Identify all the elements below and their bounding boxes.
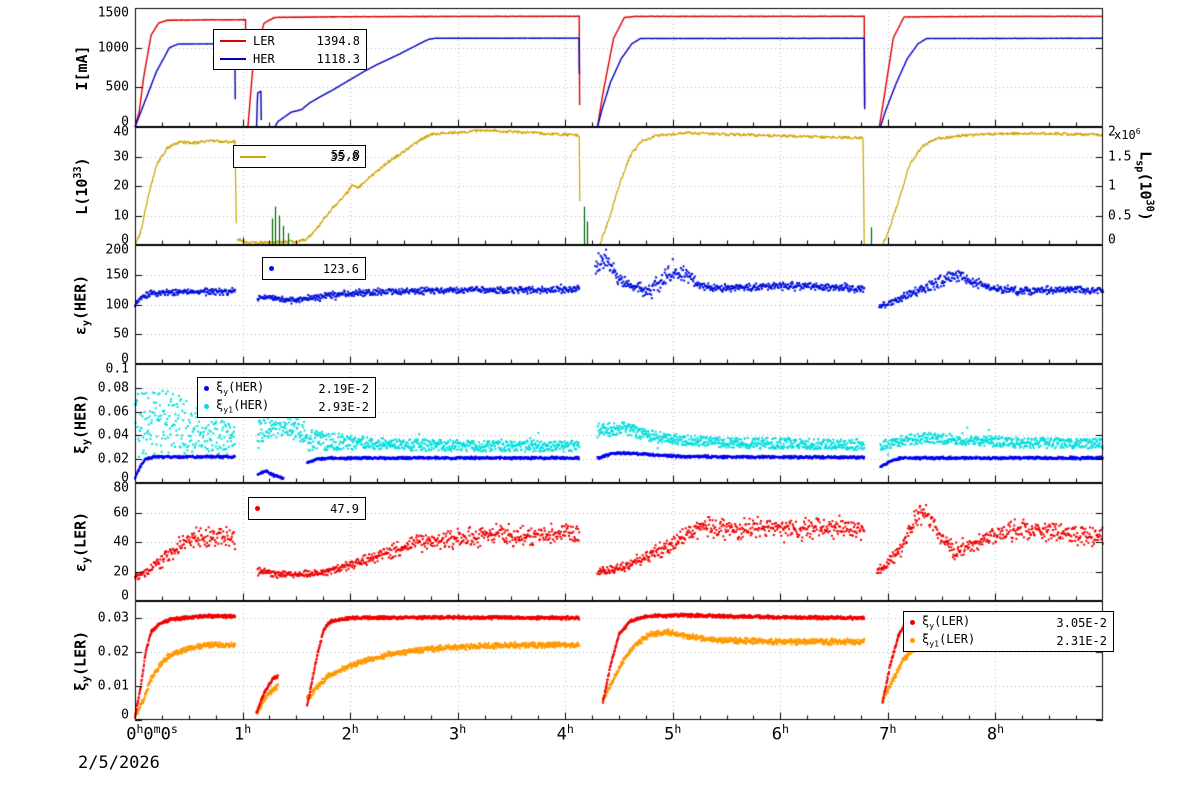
date-label: 2/5/2026 [78, 753, 160, 773]
